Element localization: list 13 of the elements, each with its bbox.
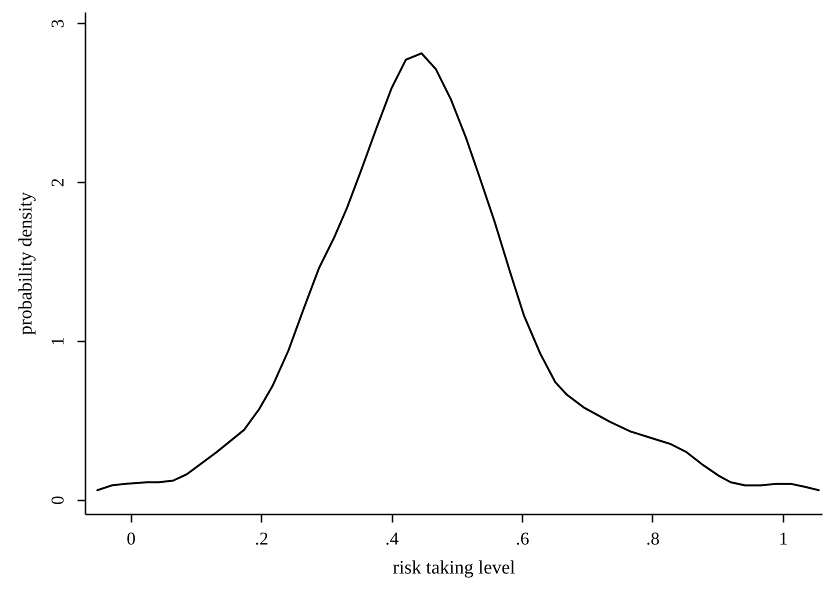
y-tick-label: 2 <box>48 178 68 187</box>
x-tick-label: .4 <box>385 528 399 548</box>
y-tick-label: 3 <box>48 19 68 28</box>
x-axis-title: risk taking level <box>392 558 516 578</box>
y-tick-label: 0 <box>48 496 68 505</box>
y-axis-title: probability density <box>16 192 36 336</box>
line-series <box>96 52 820 492</box>
y-tick-label: 1 <box>48 336 68 346</box>
x-tick-label: .2 <box>254 528 268 548</box>
x-tick-label: 0 <box>126 528 136 548</box>
x-tick-label: .6 <box>516 528 530 548</box>
x-tick-label: .8 <box>646 528 660 548</box>
x-tick-label: 1 <box>778 528 788 548</box>
